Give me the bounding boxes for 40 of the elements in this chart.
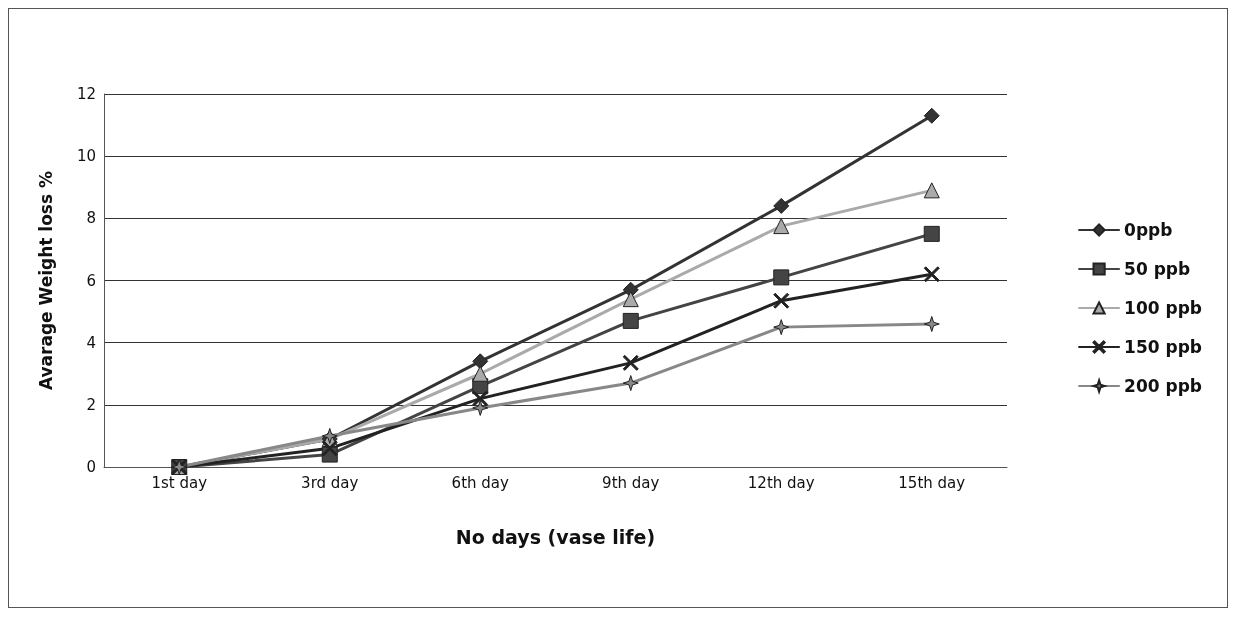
x-tick-label: 6th day — [451, 473, 510, 492]
point — [472, 353, 489, 370]
point — [923, 225, 940, 242]
x-tick-label: 3rd day — [301, 473, 359, 492]
y-tick-label: 12 — [76, 85, 96, 103]
point — [923, 107, 940, 124]
legend-label: 150 ppb — [1124, 337, 1203, 357]
x-tick-label: 1st day — [151, 473, 208, 492]
point — [622, 354, 639, 371]
y-tick-label: 0 — [86, 458, 96, 476]
point — [622, 312, 639, 329]
point — [622, 291, 639, 308]
x-tick-label: 12th day — [747, 473, 815, 492]
x-tick-label: 15th day — [898, 473, 966, 492]
point — [472, 390, 489, 407]
point — [923, 182, 940, 199]
x-axis-title: No days (vase life) — [455, 525, 656, 548]
legend-label: 0ppb — [1124, 220, 1173, 240]
point — [773, 218, 790, 235]
y-tick-label: 10 — [76, 147, 96, 166]
x-tick-label: 9th day — [602, 473, 660, 492]
legend-label: 200 ppb — [1124, 376, 1203, 396]
y-tick-label: 4 — [86, 333, 96, 352]
point — [321, 427, 338, 444]
point — [622, 375, 639, 392]
y-tick-label: 2 — [86, 395, 96, 414]
point — [321, 440, 338, 457]
y-tick-label: 6 — [86, 271, 96, 290]
legend-label: 50 ppb — [1124, 259, 1191, 279]
legend-label: 100 ppb — [1124, 298, 1203, 318]
point — [923, 266, 940, 283]
point — [773, 269, 790, 286]
point — [773, 319, 790, 336]
point — [472, 399, 489, 416]
point — [773, 292, 790, 309]
point — [472, 365, 489, 382]
y-tick-label: 8 — [86, 209, 96, 228]
point — [773, 197, 790, 214]
y-axis-title: Avarage Weight loss % — [35, 170, 56, 391]
point — [923, 316, 940, 333]
